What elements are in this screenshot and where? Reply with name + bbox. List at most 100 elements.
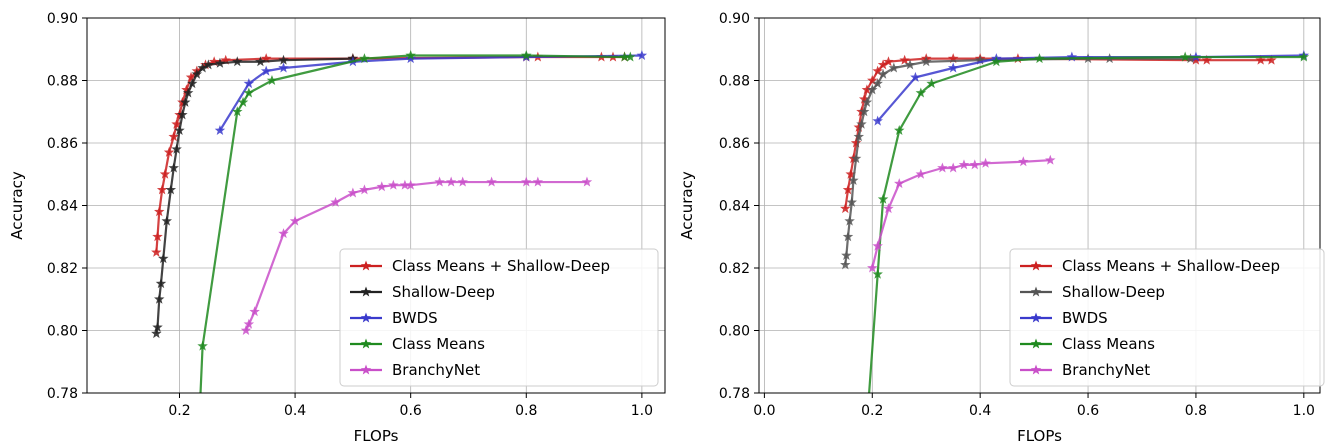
legend-swatch-marker [1030, 338, 1042, 349]
data-point [947, 162, 959, 173]
data-point [359, 184, 370, 195]
data-point [177, 109, 188, 120]
data-point [947, 53, 959, 64]
data-point [197, 62, 208, 73]
legend-item: BWDS [350, 309, 438, 327]
x-tick-label: 0.8 [1185, 403, 1207, 419]
data-point [888, 62, 900, 73]
y-tick-label: 0.78 [719, 386, 750, 402]
data-point [168, 162, 179, 173]
data-point [872, 78, 883, 89]
data-point [152, 231, 163, 242]
series-line [876, 54, 1304, 122]
data-point [151, 328, 162, 339]
data-point [154, 206, 165, 217]
chart-right: 0.0 0.2 0.4 0.6 0.8 1.0 0.78 0.80 0.82 0.84 0.86 0.… [678, 11, 1325, 445]
data-point [858, 93, 870, 104]
data-point [862, 419, 872, 429]
data-point [1045, 154, 1056, 165]
legend-item: Class Means [1020, 335, 1155, 353]
legend-box [1009, 248, 1325, 387]
data-point [1066, 51, 1078, 62]
data-point [846, 196, 858, 207]
data-point [156, 184, 168, 195]
series-3 [197, 50, 636, 393]
data-point [278, 54, 289, 65]
data-point [181, 84, 192, 95]
legend-swatch-marker [1030, 364, 1042, 375]
y-tick-label: 0.90 [719, 11, 750, 27]
data-point [842, 231, 854, 242]
data-point [625, 51, 636, 62]
data-point [347, 187, 359, 198]
y-tick-label: 0.84 [719, 199, 750, 215]
data-point [910, 71, 921, 82]
y-tick-label: 0.82 [47, 261, 78, 277]
y-tick-label: 0.86 [719, 136, 750, 152]
data-point [171, 118, 182, 129]
legend-label: Shallow-Deep [1062, 283, 1165, 301]
y-tick-label: 0.78 [47, 386, 78, 402]
data-point [359, 53, 370, 64]
data-point [883, 56, 894, 67]
data-point [840, 259, 851, 270]
data-point [243, 87, 255, 98]
data-point [877, 59, 889, 70]
data-point [232, 106, 243, 117]
data-point [842, 184, 854, 195]
x-tick-label: 1.0 [631, 403, 653, 419]
y-tick-label: 0.80 [47, 324, 78, 340]
legend-label: BWDS [1062, 309, 1108, 327]
data-point [521, 176, 532, 187]
data-point [872, 268, 883, 279]
data-point [920, 56, 932, 67]
data-point [848, 175, 859, 185]
data-point [168, 131, 179, 142]
data-point [445, 176, 457, 187]
data-point [1201, 54, 1212, 65]
data-point [619, 51, 630, 62]
data-point [405, 50, 416, 60]
data-point [220, 54, 231, 65]
legend-item: BWDS [1020, 309, 1108, 327]
data-point [899, 54, 910, 65]
data-point [947, 62, 959, 73]
data-point [161, 215, 172, 226]
legend-label: Class Means + Shallow-Deep [392, 257, 610, 275]
data-point [969, 159, 980, 170]
data-point [237, 96, 249, 107]
data-point [1298, 51, 1310, 62]
legend-box [339, 248, 659, 387]
data-point [243, 318, 255, 329]
data-point [152, 321, 163, 332]
series-line [155, 57, 353, 334]
legend-item: BranchyNet [1020, 361, 1150, 379]
data-point [1034, 53, 1045, 64]
data-point [214, 57, 226, 68]
data-point [991, 56, 1002, 67]
data-point [399, 179, 411, 190]
data-point [1255, 54, 1266, 65]
chart-left: 0.2 0.4 0.6 0.8 1.0 0.78 0.80 0.82 0.84 0.86 0.88 0… [8, 11, 666, 445]
data-point [243, 78, 255, 89]
data-point [486, 176, 497, 187]
data-point [532, 176, 544, 187]
legend-swatch-marker [360, 260, 372, 271]
data-point [850, 137, 862, 148]
data-point [180, 96, 191, 107]
data-point [203, 59, 214, 70]
y-tick-label: 0.88 [719, 74, 750, 90]
y-axis-label: Accuracy [678, 171, 696, 240]
legend-item: Class Means [350, 335, 485, 353]
data-point [171, 143, 182, 154]
data-point [872, 115, 883, 126]
data-point [182, 87, 194, 98]
legend-swatch-marker [360, 338, 372, 349]
x-axis-label: FLOPs [1017, 427, 1062, 445]
data-point [388, 179, 399, 190]
data-point [186, 78, 198, 89]
plot-area [840, 50, 1310, 429]
data-point [840, 203, 851, 214]
x-tick-label: 1.0 [1293, 403, 1315, 419]
